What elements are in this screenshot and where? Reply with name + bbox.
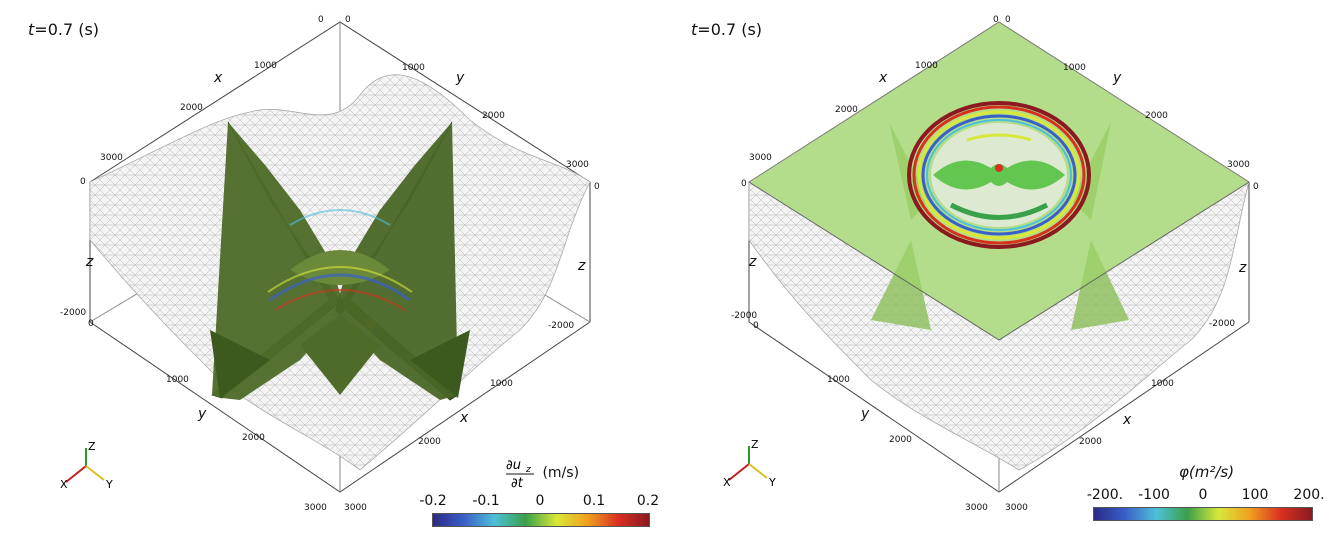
- colorbar-tick: 0: [535, 493, 545, 509]
- x-axis-label-top: x: [213, 70, 223, 86]
- tick-label: 2000: [242, 433, 265, 443]
- tick-label: 3000: [749, 153, 772, 163]
- colorbar-tick: -0.2: [419, 493, 447, 509]
- orientation-axes: Z X Y: [723, 438, 776, 489]
- tick-label: 2000: [418, 437, 441, 447]
- tick-label: -2000: [60, 308, 86, 318]
- colorbar-title: ∂u z ∂t (m/s): [504, 455, 579, 491]
- x-axis-label-bottom: x: [1122, 412, 1132, 428]
- tick-label: 1000: [166, 375, 189, 385]
- z-axis-label-left: z: [85, 254, 94, 270]
- colorbar-tick: 100: [1241, 487, 1269, 503]
- tick-label: 0: [1253, 182, 1259, 192]
- tick-label: 1000: [1063, 63, 1086, 73]
- colorbar-tick: -0.1: [472, 493, 500, 509]
- tick-label: 0: [80, 177, 86, 187]
- tick-label: 2000: [835, 105, 858, 115]
- orient-x-label: X: [60, 478, 68, 491]
- tick-label: 2000: [482, 111, 505, 121]
- y-axis-label-bottom: y: [197, 406, 207, 422]
- orient-x-label: X: [723, 476, 731, 489]
- svg-text:∂u: ∂u: [506, 458, 521, 473]
- tick-label: 2000: [889, 435, 912, 445]
- orient-z-label: Z: [751, 438, 759, 451]
- colorbar-gradient: [1093, 507, 1313, 521]
- tick-label: 0: [345, 15, 351, 25]
- tick-label: 0: [594, 182, 600, 192]
- colorbar-gradient: [432, 513, 650, 527]
- colorbar-tick: -200.: [1086, 487, 1124, 503]
- orientation-axes: Z X Y: [60, 440, 113, 491]
- tick-label: 1000: [402, 63, 425, 73]
- colorbar-title: φ(m²/s): [1179, 463, 1235, 481]
- tick-label: 1000: [254, 61, 277, 71]
- y-axis-label-bottom: y: [860, 406, 870, 422]
- tick-label: 0: [1005, 15, 1011, 25]
- tick-label: 3000: [1227, 160, 1250, 170]
- colorbar: φ(m²/s) -200. -100 0 100 200.: [1085, 455, 1337, 535]
- colorbar-tick: 0: [1198, 487, 1208, 503]
- orient-z-label: Z: [88, 440, 96, 453]
- tick-label: 1000: [827, 375, 850, 385]
- tick-label: 1000: [490, 379, 513, 389]
- tick-label: 0: [318, 15, 324, 25]
- time-label: t=0.7 (s): [691, 20, 763, 39]
- tick-label: 0: [741, 179, 747, 189]
- y-axis-label-top: y: [455, 70, 465, 86]
- svg-text:∂t: ∂t: [511, 476, 524, 491]
- colorbar-tick: -100: [1138, 487, 1170, 503]
- tick-label: -2000: [731, 311, 757, 321]
- colorbar-tick: 0.1: [582, 493, 606, 509]
- tick-label: 3000: [566, 160, 589, 170]
- tick-label: 3000: [965, 503, 988, 513]
- colorbar-title-formula: ∂u z ∂t: [506, 458, 534, 491]
- tick-label: 1000: [915, 61, 938, 71]
- tick-label: 0: [753, 321, 759, 331]
- tick-label: 2000: [180, 103, 203, 113]
- right-figure-panel: t=0.7 (s): [671, 0, 1343, 546]
- svg-text:z: z: [525, 465, 531, 475]
- slice-planes: [210, 121, 470, 401]
- tick-label: 0: [88, 319, 94, 329]
- x-axis-label-bottom: x: [459, 410, 469, 426]
- y-axis-label-top: y: [1112, 70, 1122, 86]
- orient-y-label: Y: [105, 478, 113, 491]
- z-axis-label-right: z: [577, 258, 586, 274]
- tick-label: 0: [993, 15, 999, 25]
- time-label: t=0.7 (s): [28, 20, 100, 39]
- tick-label: -2000: [548, 321, 574, 331]
- orient-y-label: Y: [768, 476, 776, 489]
- z-axis-label-left: z: [748, 254, 757, 270]
- colorbar-tick: 200.: [1293, 487, 1325, 503]
- z-axis-label-right: z: [1238, 260, 1247, 276]
- tick-label: 2000: [1079, 437, 1102, 447]
- tick-label: 3000: [100, 153, 123, 163]
- topography-mesh: [748, 181, 1250, 471]
- colorbar-tick: 0.2: [636, 493, 660, 509]
- tick-label: 1000: [1151, 379, 1174, 389]
- tick-label: -2000: [1209, 319, 1235, 329]
- x-axis-label-top: x: [878, 70, 888, 86]
- tick-label: 2000: [1145, 111, 1168, 121]
- wavefront: [907, 101, 1091, 249]
- 3d-scene: x y z z y x 0 1000 2000 3000 0 1000 2000…: [60, 15, 600, 513]
- tick-label: 3000: [344, 503, 367, 513]
- left-figure-panel: t=0.7 (s): [28, 15, 660, 535]
- 3d-scene: x y z z y x 0 1000 2000 3000 0 1000 2000…: [723, 15, 1259, 513]
- colorbar: ∂u z ∂t (m/s) -0.2 -0.1 0 0.1 0.2: [419, 455, 660, 535]
- tick-label: 3000: [304, 503, 327, 513]
- tick-label: 3000: [1005, 503, 1028, 513]
